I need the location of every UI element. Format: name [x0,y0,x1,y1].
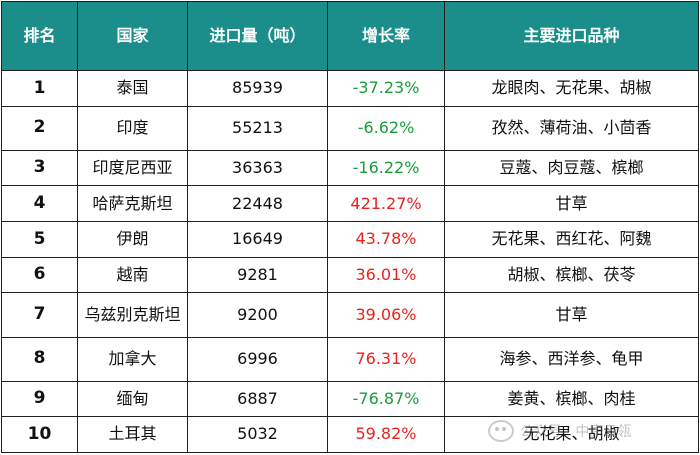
volume-cell: 16649 [187,221,328,258]
table-row: 10 土耳其 5032 59.82% 无花果、胡椒 [1,416,699,453]
rank-cell: 6 [1,256,78,294]
table-row: 5 伊朗 16649 43.78% 无花果、西红花、阿魏 [1,221,699,258]
varieties-cell: 无花果、胡椒 [444,416,699,453]
country-cell: 土耳其 [77,416,188,453]
growth-cell: 76.31% [327,336,445,382]
varieties-cell: 海参、西洋参、龟甲 [444,336,699,382]
table-row: 8 加拿大 6996 76.31% 海参、西洋参、龟甲 [1,336,699,382]
table-row: 3 印度尼西亚 36363 -16.22% 豆蔻、肉豆蔻、槟榔 [1,149,699,187]
growth-cell: 421.27% [327,185,445,223]
rank-cell: 5 [1,221,78,258]
country-cell: 缅甸 [77,380,188,418]
volume-cell: 85939 [187,70,328,107]
varieties-cell: 甘草 [444,292,699,338]
country-cell: 印度尼西亚 [77,149,188,187]
table-row: 7 乌兹别克斯坦 9200 39.06% 甘草 [1,292,699,338]
growth-cell: -16.22% [327,149,445,187]
table-row: 6 越南 9281 36.01% 胡椒、槟榔、茯苓 [1,256,699,294]
rank-cell: 9 [1,380,78,418]
table-row: 4 哈萨克斯坦 22448 421.27% 甘草 [1,185,699,223]
varieties-cell: 龙眼肉、无花果、胡椒 [444,70,699,107]
rank-cell: 1 [1,70,78,107]
header-growth: 增长率 [327,1,445,71]
volume-cell: 9281 [187,256,328,294]
country-cell: 伊朗 [77,221,188,258]
rank-cell: 10 [1,416,78,453]
rank-cell: 4 [1,185,78,223]
volume-cell: 22448 [187,185,328,223]
growth-cell: -6.62% [327,105,445,151]
table-row: 1 泰国 85939 -37.23% 龙眼肉、无花果、胡椒 [1,70,699,107]
volume-cell: 6887 [187,380,328,418]
volume-cell: 36363 [187,149,328,187]
rank-cell: 3 [1,149,78,187]
volume-cell: 5032 [187,416,328,453]
header-country: 国家 [77,1,188,71]
growth-cell: 36.01% [327,256,445,294]
varieties-cell: 胡椒、槟榔、茯苓 [444,256,699,294]
volume-cell: 9200 [187,292,328,338]
rank-cell: 7 [1,292,78,338]
table-row: 9 缅甸 6887 -76.87% 姜黄、槟榔、肉桂 [1,380,699,418]
varieties-cell: 无花果、西红花、阿魏 [444,221,699,258]
growth-cell: 43.78% [327,221,445,258]
table-body: 1 泰国 85939 -37.23% 龙眼肉、无花果、胡椒 2 印度 55213 -6.62% 孜… [1,70,699,453]
growth-cell: -37.23% [327,70,445,107]
country-cell: 加拿大 [77,336,188,382]
varieties-cell: 姜黄、槟榔、肉桂 [444,380,699,418]
growth-cell: 39.06% [327,292,445,338]
country-cell: 印度 [77,105,188,151]
header-volume: 进口量（吨） [187,1,328,71]
country-cell: 越南 [77,256,188,294]
country-cell: 泰国 [77,70,188,107]
header-rank: 排名 [1,1,78,71]
varieties-cell: 孜然、薄荷油、小茴香 [444,105,699,151]
growth-cell: 59.82% [327,416,445,453]
header-varieties: 主要进口品种 [444,1,699,71]
growth-cell: -76.87% [327,380,445,418]
rank-cell: 8 [1,336,78,382]
volume-cell: 6996 [187,336,328,382]
rank-cell: 2 [1,105,78,151]
country-cell: 哈萨克斯坦 [77,185,188,223]
header-row: 排名 国家 进口量（吨） 增长率 主要进口品种 [1,1,699,71]
table-row: 2 印度 55213 -6.62% 孜然、薄荷油、小茴香 [1,105,699,151]
country-cell: 乌兹别克斯坦 [77,292,188,338]
volume-cell: 55213 [187,105,328,151]
varieties-cell: 甘草 [444,185,699,223]
varieties-cell: 豆蔻、肉豆蔻、槟榔 [444,149,699,187]
